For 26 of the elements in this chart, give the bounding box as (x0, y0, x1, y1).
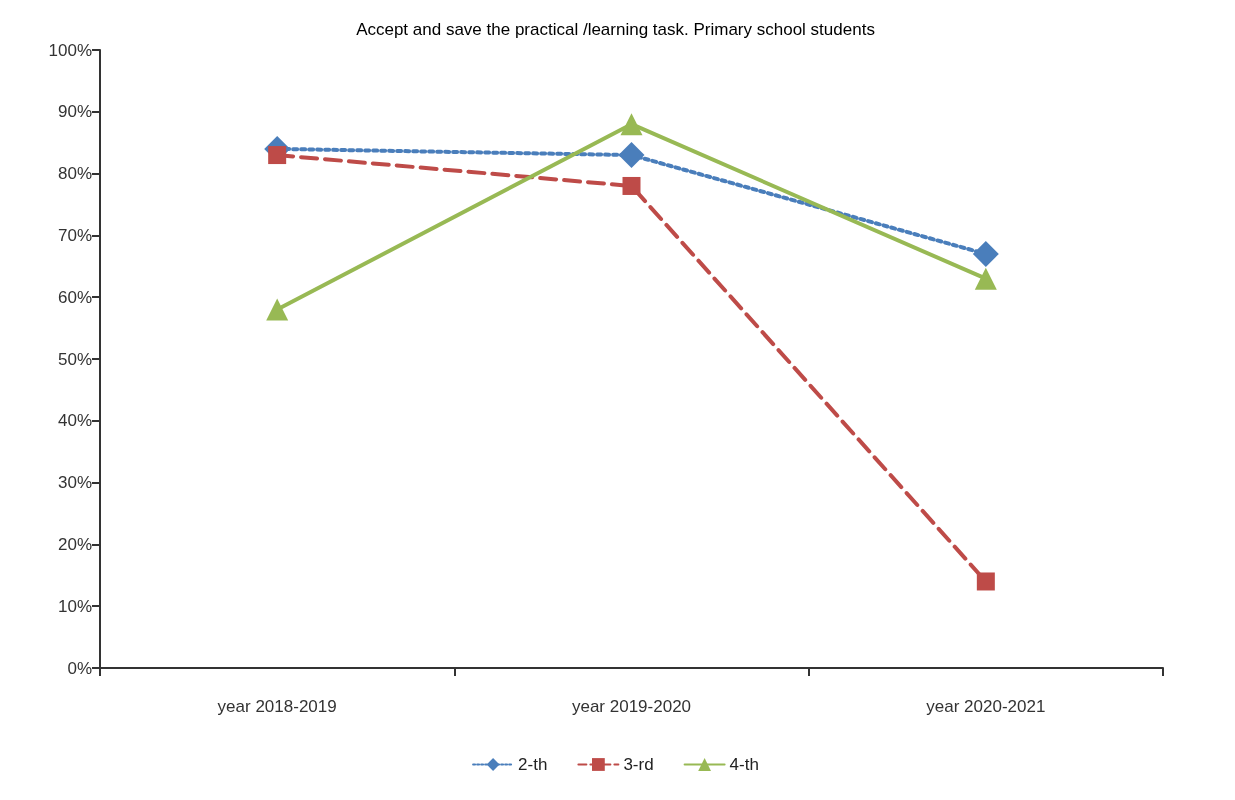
y-tick-label: 20% (57, 534, 92, 554)
y-tick-label: 100% (48, 40, 92, 60)
x-tick-label: year 2018-2019 (217, 697, 337, 716)
point (974, 267, 997, 290)
y-tick-label: 40% (57, 411, 92, 431)
x-tick-label: year 2020-2021 (926, 697, 1046, 716)
y-tick-label: 80% (57, 164, 92, 184)
point (266, 298, 289, 321)
legend-label: 2-th (518, 755, 548, 774)
point (620, 113, 643, 136)
y-tick-label: 50% (57, 349, 92, 369)
point (618, 142, 645, 169)
point (976, 572, 995, 591)
y-tick-label: 10% (57, 596, 92, 616)
legend-label: 4-th (729, 755, 759, 774)
point (268, 146, 287, 165)
y-tick-label: 30% (57, 473, 92, 493)
legend-label: 3-rd (623, 755, 654, 774)
point (622, 176, 641, 195)
chart-title: Accept and save the practical /learning task. Primary school students (356, 20, 875, 39)
y-tick-label: 60% (57, 287, 92, 307)
x-tick-label: year 2019-2020 (571, 697, 692, 716)
y-tick-label: 70% (57, 225, 92, 245)
point (972, 240, 999, 267)
y-tick-label: 90% (57, 102, 92, 122)
y-tick-label: 0% (67, 658, 92, 678)
